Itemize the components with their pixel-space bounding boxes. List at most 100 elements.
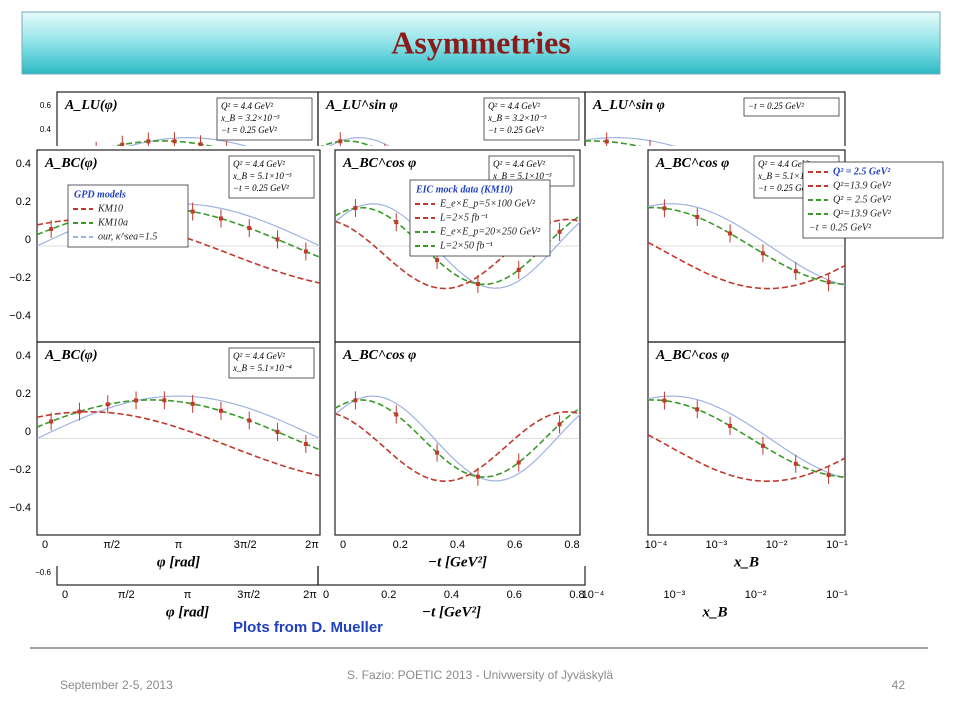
x-tick-label: 0.2 [393, 539, 408, 551]
x-tick-label: 0.2 [381, 589, 396, 601]
x-tick-label: 0 [42, 539, 48, 551]
x-tick-label: 0 [323, 589, 329, 601]
y-tick-label: −0.4 [9, 310, 31, 322]
footer-date: September 2-5, 2013 [60, 678, 173, 692]
y-tick-label: 0.4 [40, 125, 52, 134]
data-point [793, 461, 798, 466]
y-tick-label: 0.4 [16, 350, 31, 362]
model-curve [334, 399, 581, 478]
legend-text: Q² = 2.5 GeV² [833, 194, 892, 205]
x-tick-label: π/2 [118, 589, 135, 601]
y-tick-label: −0.4 [9, 502, 31, 514]
data-point [394, 220, 399, 225]
panel-label: A_BC^cos φ [655, 348, 729, 363]
model-curve [36, 395, 321, 440]
panel-label: A_BC(φ) [44, 348, 98, 363]
x-tick-label: 10⁻⁴ [582, 589, 605, 601]
kinematics-box [216, 97, 313, 141]
x-axis-label: −t [GeV²] [428, 554, 487, 570]
footer-center-box: S. Fazio: POETIC 2013 - Univwersity of J… [347, 668, 613, 682]
data-point [557, 422, 562, 427]
panel-label: A_BC^cos φ [342, 156, 416, 171]
data-point [760, 443, 765, 448]
data-point [662, 398, 667, 403]
data-point [49, 227, 54, 232]
kinematics-text: −t = 0.25 GeV² [221, 125, 277, 135]
data-point [728, 231, 733, 236]
data-point [826, 472, 831, 477]
y-tick-label: −0.2 [9, 464, 31, 476]
kinematics-box [228, 347, 315, 379]
data-point [394, 412, 399, 417]
model-curve [647, 395, 846, 479]
model-curve [334, 206, 581, 286]
data-point [475, 281, 480, 286]
legend-box [67, 184, 189, 248]
x-tick-label: 10⁻³ [705, 539, 727, 551]
legend-text: −t = 0.25 GeV² [809, 222, 872, 233]
kinematics-text: Q² = 4.4 GeV² [221, 101, 273, 111]
data-point [353, 206, 358, 211]
y-tick-label: 0.2 [16, 196, 31, 208]
data-point [247, 226, 252, 231]
x-tick-label: π [175, 539, 183, 551]
kinematics-text: Q² = 4.4 GeV² [233, 159, 285, 169]
data-point [218, 408, 223, 413]
legend-text: L=2×50 fb⁻¹ [439, 240, 493, 251]
model-curve [647, 434, 846, 483]
data-point [662, 206, 667, 211]
x-tick-label: 0.4 [450, 539, 465, 551]
model-curve [334, 410, 581, 483]
x-axis-label: x_B [701, 604, 727, 620]
data-point [475, 474, 480, 479]
data-point [303, 249, 308, 254]
kinematics-text: x_B = 5.1×10⁻³ [232, 171, 292, 181]
x-tick-label: 2π [305, 539, 319, 551]
kinematics-text: Q² = 4.4 GeV² [488, 101, 540, 111]
data-point [604, 139, 609, 144]
kinematics-text: Q² = 4.4 GeV² [493, 159, 545, 169]
legend-text: E_e×E_p=20×250 GeV² [439, 226, 541, 237]
x-tick-label: 3π/2 [237, 589, 260, 601]
x-tick-label: 3π/2 [234, 539, 257, 551]
kinematics-text: −t = 0.25 GeV² [488, 125, 544, 135]
y-tick-label: 0.6 [40, 101, 52, 110]
panel-label: A_LU^sin φ [325, 98, 398, 113]
footer-page: 42 [892, 678, 906, 692]
x-tick-label: 10⁻⁴ [645, 539, 668, 551]
data-point [247, 418, 252, 423]
legend-text: KM10 [97, 203, 123, 214]
kinematics-text: Q² = 4.4 GeV² [233, 351, 285, 361]
x-tick-label: π/2 [103, 539, 120, 551]
x-axis-label: −t [GeV²] [422, 604, 481, 620]
data-point [516, 267, 521, 272]
x-axis-label: φ [rad] [157, 554, 200, 570]
panel-label: A_BC(φ) [44, 156, 98, 171]
x-tick-label: 0.4 [444, 589, 459, 601]
data-point [275, 429, 280, 434]
kinematics-text: x_B = 5.1×10⁻⁴ [232, 363, 292, 373]
legend-text: GPD models [74, 189, 126, 200]
x-tick-label: 0.8 [564, 539, 579, 551]
legend-text: Q² = 2.5 GeV² [833, 166, 891, 177]
data-point [303, 441, 308, 446]
kinematics-box [228, 155, 315, 199]
data-point [146, 139, 151, 144]
title-banner [21, 11, 941, 75]
x-tick-label: 0.6 [507, 539, 522, 551]
x-tick-label: 10⁻³ [663, 589, 685, 601]
y-tick-label: 0.4 [16, 158, 31, 170]
data-point [826, 280, 831, 285]
data-point [162, 398, 167, 403]
data-point [516, 460, 521, 465]
x-tick-label: 0.8 [569, 589, 584, 601]
data-point [134, 398, 139, 403]
x-tick-label: 2π [303, 589, 317, 601]
x-tick-label: 10⁻² [766, 539, 788, 551]
x-tick-label: 10⁻¹ [826, 589, 848, 601]
data-point [198, 142, 203, 147]
data-point [190, 209, 195, 214]
legend-text: L=2×5 fb⁻¹ [439, 212, 488, 223]
